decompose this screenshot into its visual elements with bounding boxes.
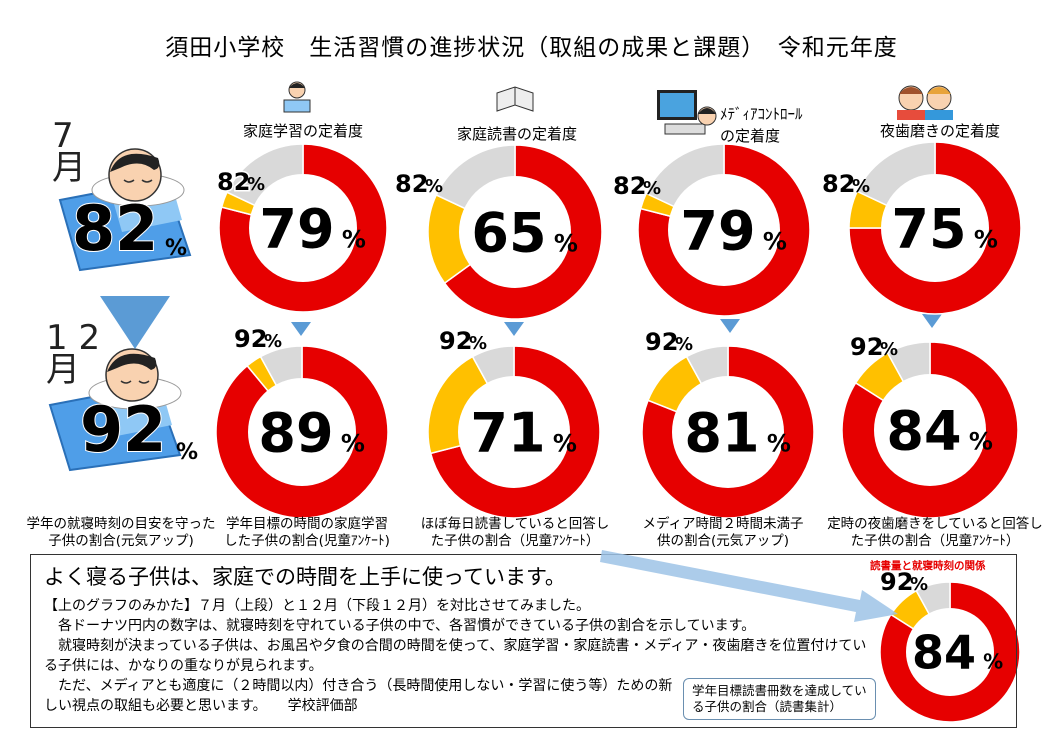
donut-outer-unit: % xyxy=(852,176,870,197)
donut-center-unit: % xyxy=(763,227,787,255)
caption-home-reading: ほぼ毎日読書していると回答した子供の割合（児童ｱﾝｹｰﾄ） xyxy=(420,516,610,549)
down-arrow-icon xyxy=(504,322,524,336)
donut-outer-value: 92 xyxy=(850,333,883,361)
donut-chart: 84 %92% xyxy=(879,567,1021,723)
donut-outer-unit: % xyxy=(643,178,661,199)
summary-paragraph: 就寝時刻が決まっている子供は、お風呂や夕食の合間の時間を使って、家庭学習・家庭読… xyxy=(44,638,867,674)
donut-outer-value: 82 xyxy=(395,170,428,198)
donut-outer-value: 92 xyxy=(880,568,913,596)
donut-chart: 81 %92% xyxy=(641,327,815,519)
month-label-july: 7 月 xyxy=(52,116,86,188)
donut-outer-value: 92 xyxy=(645,328,678,356)
chart-title-home-study: 家庭学習の定着度 xyxy=(242,122,363,140)
corner-callout: 学年目標読書冊数を達成している子供の割合（読書集計） xyxy=(683,678,876,720)
sleeping-child-icon xyxy=(58,148,192,272)
donut-center-unit: % xyxy=(974,225,998,253)
donut-outer-unit: % xyxy=(247,174,265,195)
down-arrow-icon xyxy=(291,322,311,336)
donut-center-unit: % xyxy=(969,427,993,455)
donut-outer-value: 82 xyxy=(822,170,855,198)
donut-slice-habit xyxy=(637,143,811,317)
sleep-unit-july: % xyxy=(165,236,188,261)
down-arrow-icon xyxy=(100,296,170,349)
donut-outer-value: 92 xyxy=(234,325,267,353)
donut-center-value: 75 xyxy=(891,197,966,260)
sleeping-child-icon xyxy=(48,348,182,472)
donut-hole xyxy=(874,374,986,486)
sleep-caption: 学年の就寝時刻の目安を守った子供の割合(元気アップ) xyxy=(26,516,216,549)
donut-center-value: 79 xyxy=(259,197,334,260)
donut-chart: 79 %82% xyxy=(216,143,388,313)
donut-chart: 71 %92% xyxy=(427,326,601,519)
donut-outer-unit: % xyxy=(675,334,693,355)
summary-headline: よく寝る子供は、家庭での時間を上手に使っています。 xyxy=(44,565,566,589)
book-icon xyxy=(496,86,534,112)
donut-chart: 89 %92% xyxy=(215,324,389,519)
donut-outer-value: 82 xyxy=(217,168,250,196)
donut-chart: 75 %82% xyxy=(821,141,1022,315)
donut-hole xyxy=(458,376,570,488)
caption-tooth-brushing: 定時の夜歯磨きをしていると回答した子供の割合（児童ｱﾝｹｰﾄ） xyxy=(827,516,1043,549)
summary-box xyxy=(30,554,1017,728)
donut-center-value: 84 xyxy=(912,626,976,680)
donut-chart: 65 %82% xyxy=(394,144,603,320)
corner-chart-title: 読書量と就寝時刻の関係 xyxy=(870,560,986,572)
donut-center-unit: % xyxy=(983,650,1003,674)
chart-title-media-control: ﾒﾃﾞｨｱｺﾝﾄﾛｰﾙ の定着度 xyxy=(720,105,803,145)
donut-center-unit: % xyxy=(554,229,578,257)
month-label-december: 1 2 月 xyxy=(46,318,101,390)
donut-slice-habit xyxy=(218,143,388,313)
caption-media: メディア時間２時間未満子供の割合(元気アップ) xyxy=(642,516,804,549)
donut-hole xyxy=(906,608,994,696)
donut-center-value: 79 xyxy=(680,199,755,262)
donut-center-value: 89 xyxy=(258,401,333,464)
donut-chart: 79 %82% xyxy=(612,143,811,317)
down-arrow-icon xyxy=(720,319,740,333)
summary-paragraph: 【上のグラフのみかた】７月（上段）と１２月（下段１２月）を対比させてみました。 xyxy=(44,598,590,614)
page-title: 須田小学校 生活習慣の進捗状況（取組の成果と課題） 令和元年度 xyxy=(165,35,898,61)
donut-outer-value: 82 xyxy=(613,172,646,200)
donut-hole xyxy=(249,174,357,282)
summary-text: 【上のグラフのみかた】７月（上段）と１２月（下段１２月）を対比させてみました。 … xyxy=(44,596,884,716)
donut-hole xyxy=(881,174,989,282)
donut-outer-unit: % xyxy=(880,339,898,360)
sleep-unit-december: % xyxy=(176,440,199,465)
donut-hole xyxy=(672,376,784,488)
donut-hole xyxy=(459,176,571,288)
sleep-value-december: 92 xyxy=(79,392,167,467)
down-arrow-icon xyxy=(922,314,942,328)
pointer-arrow-icon xyxy=(600,550,898,622)
donut-center-unit: % xyxy=(341,429,365,457)
donut-outer-unit: % xyxy=(264,331,282,352)
donut-center-value: 81 xyxy=(684,401,759,464)
chart-title-tooth-brushing: 夜歯磨きの定着度 xyxy=(879,122,1000,140)
donut-outer-unit: % xyxy=(910,574,928,595)
caption-home-study: 学年目標の時間の家庭学習した子供の割合(児童ｱﾝｹｰﾄ) xyxy=(224,516,390,549)
donut-outer-unit: % xyxy=(425,176,443,197)
donut-center-unit: % xyxy=(767,429,791,457)
donut-center-value: 84 xyxy=(886,399,961,462)
donut-outer-value: 92 xyxy=(439,327,472,355)
donut-center-value: 71 xyxy=(470,401,545,464)
donut-center-unit: % xyxy=(342,225,366,253)
tv-child-icon xyxy=(657,90,717,135)
donut-center-unit: % xyxy=(553,429,577,457)
donut-slice-habit xyxy=(848,141,1022,315)
donut-center-value: 65 xyxy=(471,201,546,264)
tooth-brushing-children-icon xyxy=(897,85,953,120)
donut-outer-unit: % xyxy=(469,333,487,354)
chart-title-home-reading: 家庭読書の定着度 xyxy=(456,125,577,143)
donut-chart: 84 %92% xyxy=(841,332,1019,519)
sleep-value-july: 82 xyxy=(71,191,159,266)
summary-paragraph: 各ドーナツ円内の数字は、就寝時刻を守れている子供の中で、各習慣ができている子供の… xyxy=(44,618,756,634)
donut-hole xyxy=(668,174,780,286)
summary-paragraph: ただ、メディアとも適度に（２時間以内）付き合う（長時間使用しない・学習に使う等）… xyxy=(44,678,673,714)
studying-child-icon xyxy=(283,81,311,113)
donut-slice-habit xyxy=(215,345,389,519)
donut-hole xyxy=(248,378,356,486)
